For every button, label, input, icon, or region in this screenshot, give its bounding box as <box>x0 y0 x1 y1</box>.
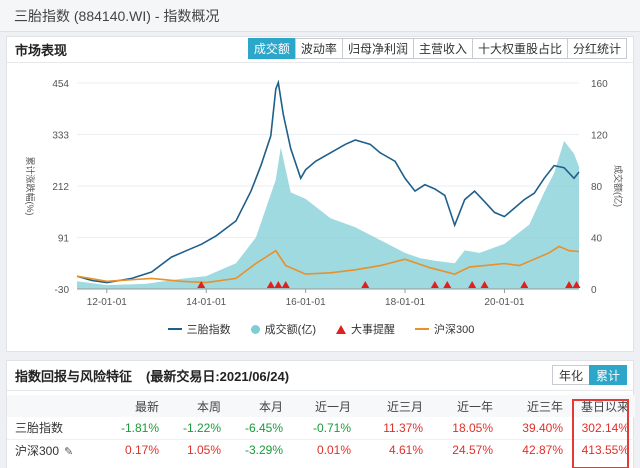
y-right-tick-label: 0 <box>591 285 597 296</box>
table-cell: -3.29% <box>244 443 283 458</box>
event-marker <box>480 281 489 288</box>
x-tick-label: 20-01-01 <box>484 297 524 308</box>
hs300-line-series <box>76 245 580 284</box>
returns-table: 最新 本周 本月 近一月 近三月 近一年 近三年 基日以来 三胎指数 -1.81… <box>7 395 635 461</box>
x-tick-label: 14-01-01 <box>186 297 226 308</box>
tab-turnover[interactable]: 成交额 <box>247 38 296 59</box>
window-title-bar: 三胎指数 (884140.WI) - 指数概况 <box>0 0 640 32</box>
legend-label: 三胎指数 <box>186 324 231 336</box>
table-row: 沪深300 ✎ 0.17% 1.05% -3.29% 0.01% 4.61% 24… <box>7 439 635 461</box>
tab-dividend[interactable]: 分红统计 <box>566 38 627 59</box>
event-marker <box>430 281 439 288</box>
market-performance-panel: 市场表现 成交额 波动率 归母净利润 主营收入 十大权重股占比 分红统计 454… <box>6 36 634 352</box>
y-right-tick-label: 80 <box>591 182 603 193</box>
table-cell: 11.37% <box>357 417 429 440</box>
x-tick-label: 12-01-01 <box>87 297 127 308</box>
table-cell: 39.40% <box>499 417 569 440</box>
column-header: 基日以来 <box>569 395 635 417</box>
row-name-cell: 沪深300 ✎ <box>7 439 95 461</box>
event-marker <box>274 281 283 288</box>
row-name: 三胎指数 <box>7 417 95 440</box>
y-left-tick-label: 212 <box>52 182 69 193</box>
table-cell: 1.05% <box>186 443 221 458</box>
x-tick-label: 16-01-01 <box>286 297 326 308</box>
market-panel-header: 市场表现 成交额 波动率 归母净利润 主营收入 十大权重股占比 分红统计 <box>7 37 633 63</box>
column-header: 近一月 <box>289 395 357 417</box>
returns-panel-header: 指数回报与风险特征 (最新交易日:2021/06/24) 年化 累计 <box>7 361 633 391</box>
returns-mode-toggle: 年化 累计 <box>551 365 627 385</box>
returns-panel: 指数回报与风险特征 (最新交易日:2021/06/24) 年化 累计 最新 本周… <box>6 360 635 468</box>
table-cell: 42.87% <box>522 443 563 458</box>
table-cell: -0.71% <box>289 417 357 440</box>
table-cell: 0.17% <box>124 443 159 458</box>
tab-volatility[interactable]: 波动率 <box>294 38 343 59</box>
table-cell: 0.01% <box>316 443 351 458</box>
tab-top10-weight[interactable]: 十大权重股占比 <box>471 38 568 59</box>
column-header: 近一年 <box>429 395 499 417</box>
table-cell: 302.14% <box>569 417 635 440</box>
event-marker <box>361 281 370 288</box>
row-name: 沪深300 <box>15 443 60 458</box>
toggle-annualized[interactable]: 年化 <box>551 365 590 385</box>
tab-revenue[interactable]: 主营收入 <box>412 38 473 59</box>
toggle-cumulative[interactable]: 累计 <box>588 365 627 385</box>
chart-legend: 三胎指数 成交额(亿) 大事提醒 沪深300 <box>7 321 635 337</box>
legend-swatch-triangle <box>335 324 346 334</box>
y-right-tick-label: 120 <box>591 131 608 142</box>
event-marker <box>443 281 452 288</box>
table-cell: -1.81% <box>95 417 165 440</box>
event-marker <box>281 281 290 288</box>
event-marker <box>565 281 574 288</box>
x-tick-label: 18-01-01 <box>385 297 425 308</box>
legend-item-turnover[interactable]: 成交额(亿) <box>250 321 316 337</box>
y-left-tick-label: 333 <box>52 131 69 142</box>
index-line-series <box>76 79 580 284</box>
window-title: 三胎指数 (884140.WI) - 指数概况 <box>14 7 220 24</box>
y-right-tick-label: 160 <box>591 79 608 90</box>
column-header: 本周 <box>165 395 227 417</box>
legend-item-hs300[interactable]: 沪深300 <box>414 321 475 337</box>
y-left-tick-label: 91 <box>58 234 70 245</box>
table-cell: 24.57% <box>452 443 493 458</box>
table-cell: 413.55% <box>581 443 629 458</box>
y-right-axis-label: 成交额(亿) <box>613 165 624 207</box>
y-left-tick-label: -30 <box>55 285 70 296</box>
latest-trade-date: (最新交易日:2021/06/24) <box>146 369 290 384</box>
column-header: 最新 <box>95 395 165 417</box>
column-header: 近三月 <box>357 395 429 417</box>
returns-panel-title: 指数回报与风险特征 <box>15 369 133 384</box>
table-row: 三胎指数 -1.81% -1.22% -6.45% -0.71% 11.37% … <box>7 417 635 440</box>
table-cell: -6.45% <box>227 417 289 440</box>
tab-net-profit[interactable]: 归母净利润 <box>341 38 414 59</box>
legend-swatch-dot <box>250 324 260 334</box>
legend-item-events[interactable]: 大事提醒 <box>335 321 395 337</box>
legend-swatch-line <box>167 328 182 330</box>
table-header-row: 最新 本周 本月 近一月 近三月 近一年 近三年 基日以来 <box>7 395 635 417</box>
column-header: 本月 <box>227 395 289 417</box>
market-panel-title: 市场表现 <box>15 43 68 58</box>
y-left-tick-label: 454 <box>52 79 69 90</box>
event-marker <box>520 281 529 288</box>
table-cell: 4.61% <box>388 443 423 458</box>
event-marker <box>572 281 581 288</box>
column-header <box>7 395 95 417</box>
y-right-tick-label: 40 <box>591 234 603 245</box>
event-marker <box>468 281 477 288</box>
turnover-area-series <box>77 140 579 289</box>
table-cell: 18.05% <box>429 417 499 440</box>
legend-item-index[interactable]: 三胎指数 <box>167 321 231 337</box>
y-left-axis-label: 累计涨跌幅(%) <box>25 157 36 216</box>
market-chart: 454 333 212 91 -30 160 120 80 40 0 累计涨跌幅(%) 成交额(亿) 1… <box>25 79 624 308</box>
event-marker <box>197 281 206 288</box>
column-header: 近三年 <box>499 395 569 417</box>
legend-label: 大事提醒 <box>350 324 395 336</box>
market-tabs: 成交额 波动率 归母净利润 主营收入 十大权重股占比 分红统计 <box>247 38 627 59</box>
event-marker <box>266 281 275 288</box>
legend-label: 成交额(亿) <box>264 324 316 336</box>
legend-label: 沪深300 <box>433 324 475 336</box>
legend-swatch-line <box>414 328 429 330</box>
edit-pencil-icon[interactable]: ✎ <box>64 445 74 458</box>
table-cell: -1.22% <box>165 417 227 440</box>
